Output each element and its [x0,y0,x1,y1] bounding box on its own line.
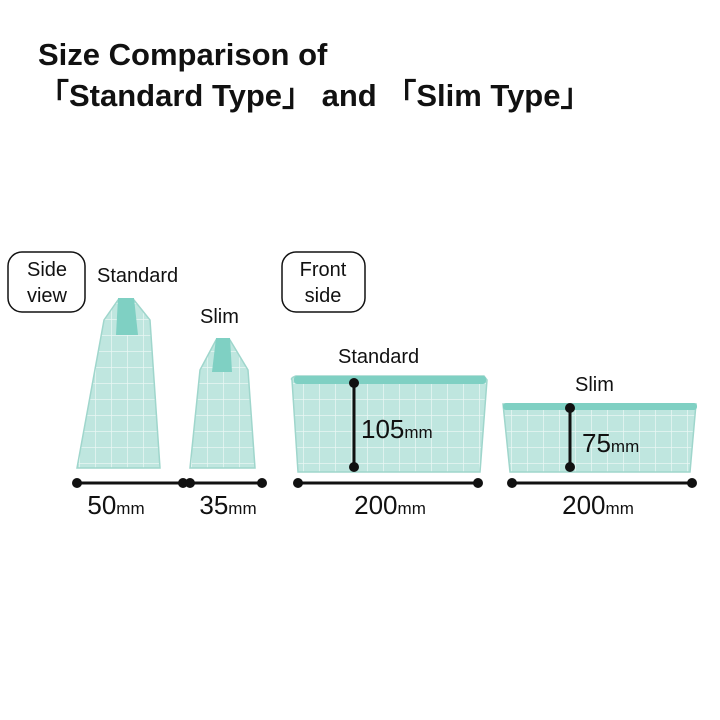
measure: 200mm [354,490,426,520]
pouch [290,375,488,473]
dot [507,478,517,488]
dot [185,478,195,488]
zipper [212,338,232,372]
measure-value: 50 [87,490,116,520]
dot [687,478,697,488]
measure: 75mm [582,428,639,458]
dot [72,478,82,488]
dot [349,378,359,388]
measure: 105mm [361,414,433,444]
measure-value: 35 [199,490,228,520]
dot [293,478,303,488]
measure-unit: mm [404,423,432,442]
zipper [116,298,138,335]
dot [565,403,575,413]
box-label: view [27,285,68,307]
dot [565,462,575,472]
title-line: 「Standard Type」 and 「Slim Type」 [38,78,592,113]
box-label: Side [27,259,67,281]
measure-unit: mm [228,499,256,518]
box-label: side [305,285,342,307]
item-name: Slim [575,374,614,396]
title-line: Size Comparison of [38,37,328,72]
measure: 50mm [87,490,144,520]
box-label: Front [300,259,347,281]
dot [257,478,267,488]
measure-value: 105 [361,414,404,444]
item-name: Standard [97,265,178,287]
measure-value: 200 [354,490,397,520]
measure-value: 200 [562,490,605,520]
measure-value: 75 [582,428,611,458]
measure-unit: mm [606,499,634,518]
item-name: Standard [338,346,419,368]
zipper [503,403,697,410]
dot [473,478,483,488]
measure-unit: mm [398,499,426,518]
label-box [281,251,366,313]
label-box [7,251,86,313]
item-name: Slim [200,306,239,328]
measure-unit: mm [116,499,144,518]
dot [178,478,188,488]
dot [349,462,359,472]
zipper [294,376,486,384]
measure: 200mm [562,490,634,520]
measure: 35mm [199,490,256,520]
measure-unit: mm [611,437,639,456]
